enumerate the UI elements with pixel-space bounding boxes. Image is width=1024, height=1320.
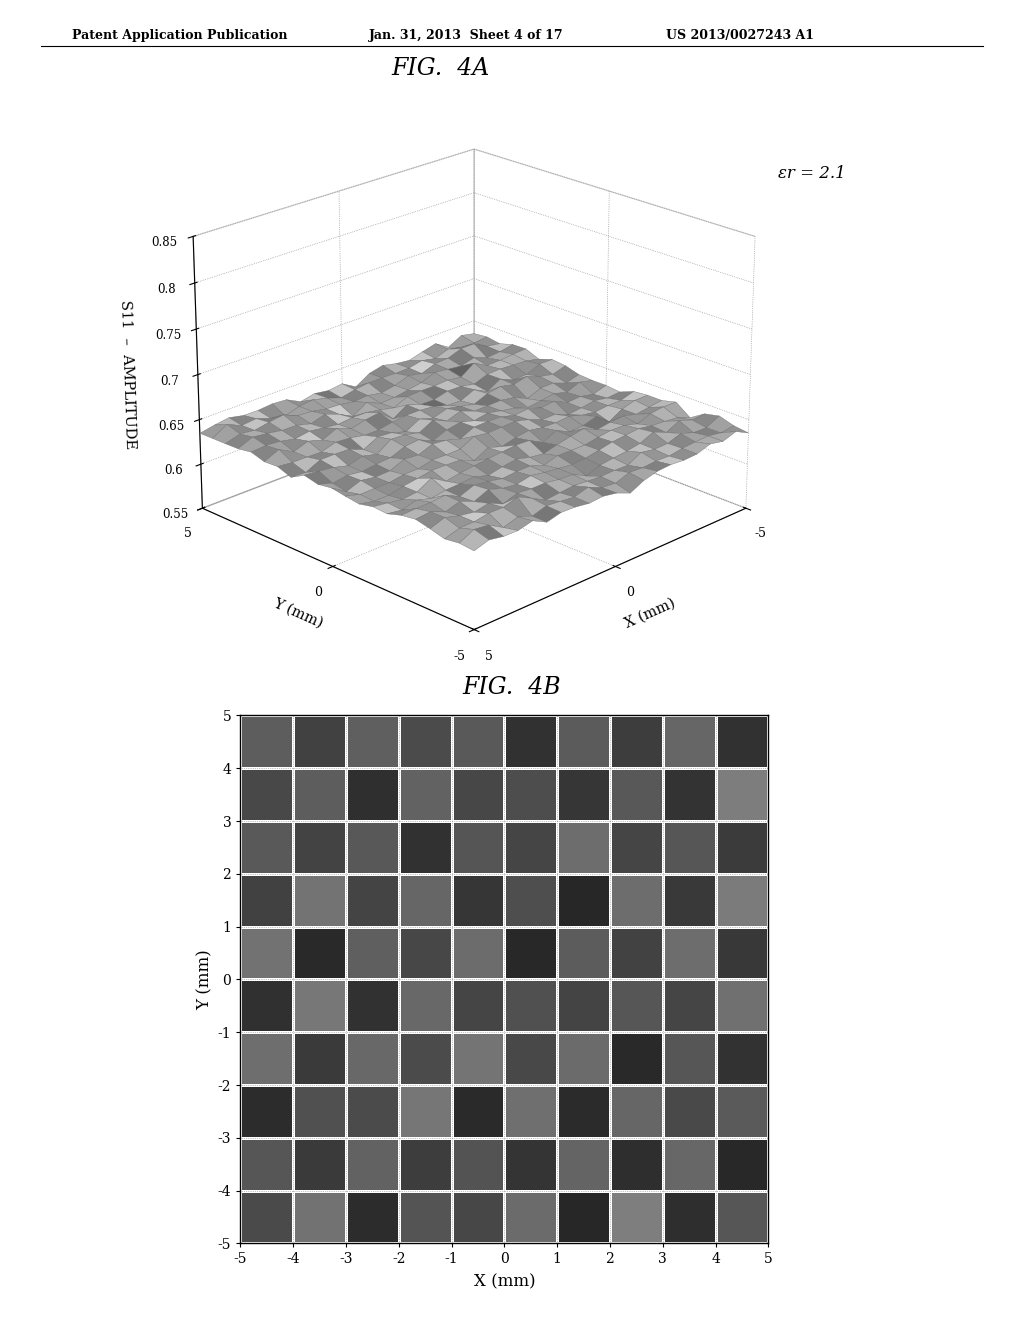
Text: FIG.  4A: FIG. 4A (391, 57, 489, 79)
Text: Jan. 31, 2013  Sheet 4 of 17: Jan. 31, 2013 Sheet 4 of 17 (369, 29, 563, 42)
Y-axis label: Y (mm): Y (mm) (197, 949, 213, 1010)
Text: Patent Application Publication: Patent Application Publication (72, 29, 287, 42)
X-axis label: X (mm): X (mm) (473, 1274, 536, 1291)
Text: US 2013/0027243 A1: US 2013/0027243 A1 (666, 29, 814, 42)
X-axis label: X (mm): X (mm) (623, 595, 677, 631)
Text: FIG.  4B: FIG. 4B (463, 676, 561, 698)
Text: εr = 2.1: εr = 2.1 (778, 165, 846, 182)
Y-axis label: Y (mm): Y (mm) (271, 597, 326, 631)
